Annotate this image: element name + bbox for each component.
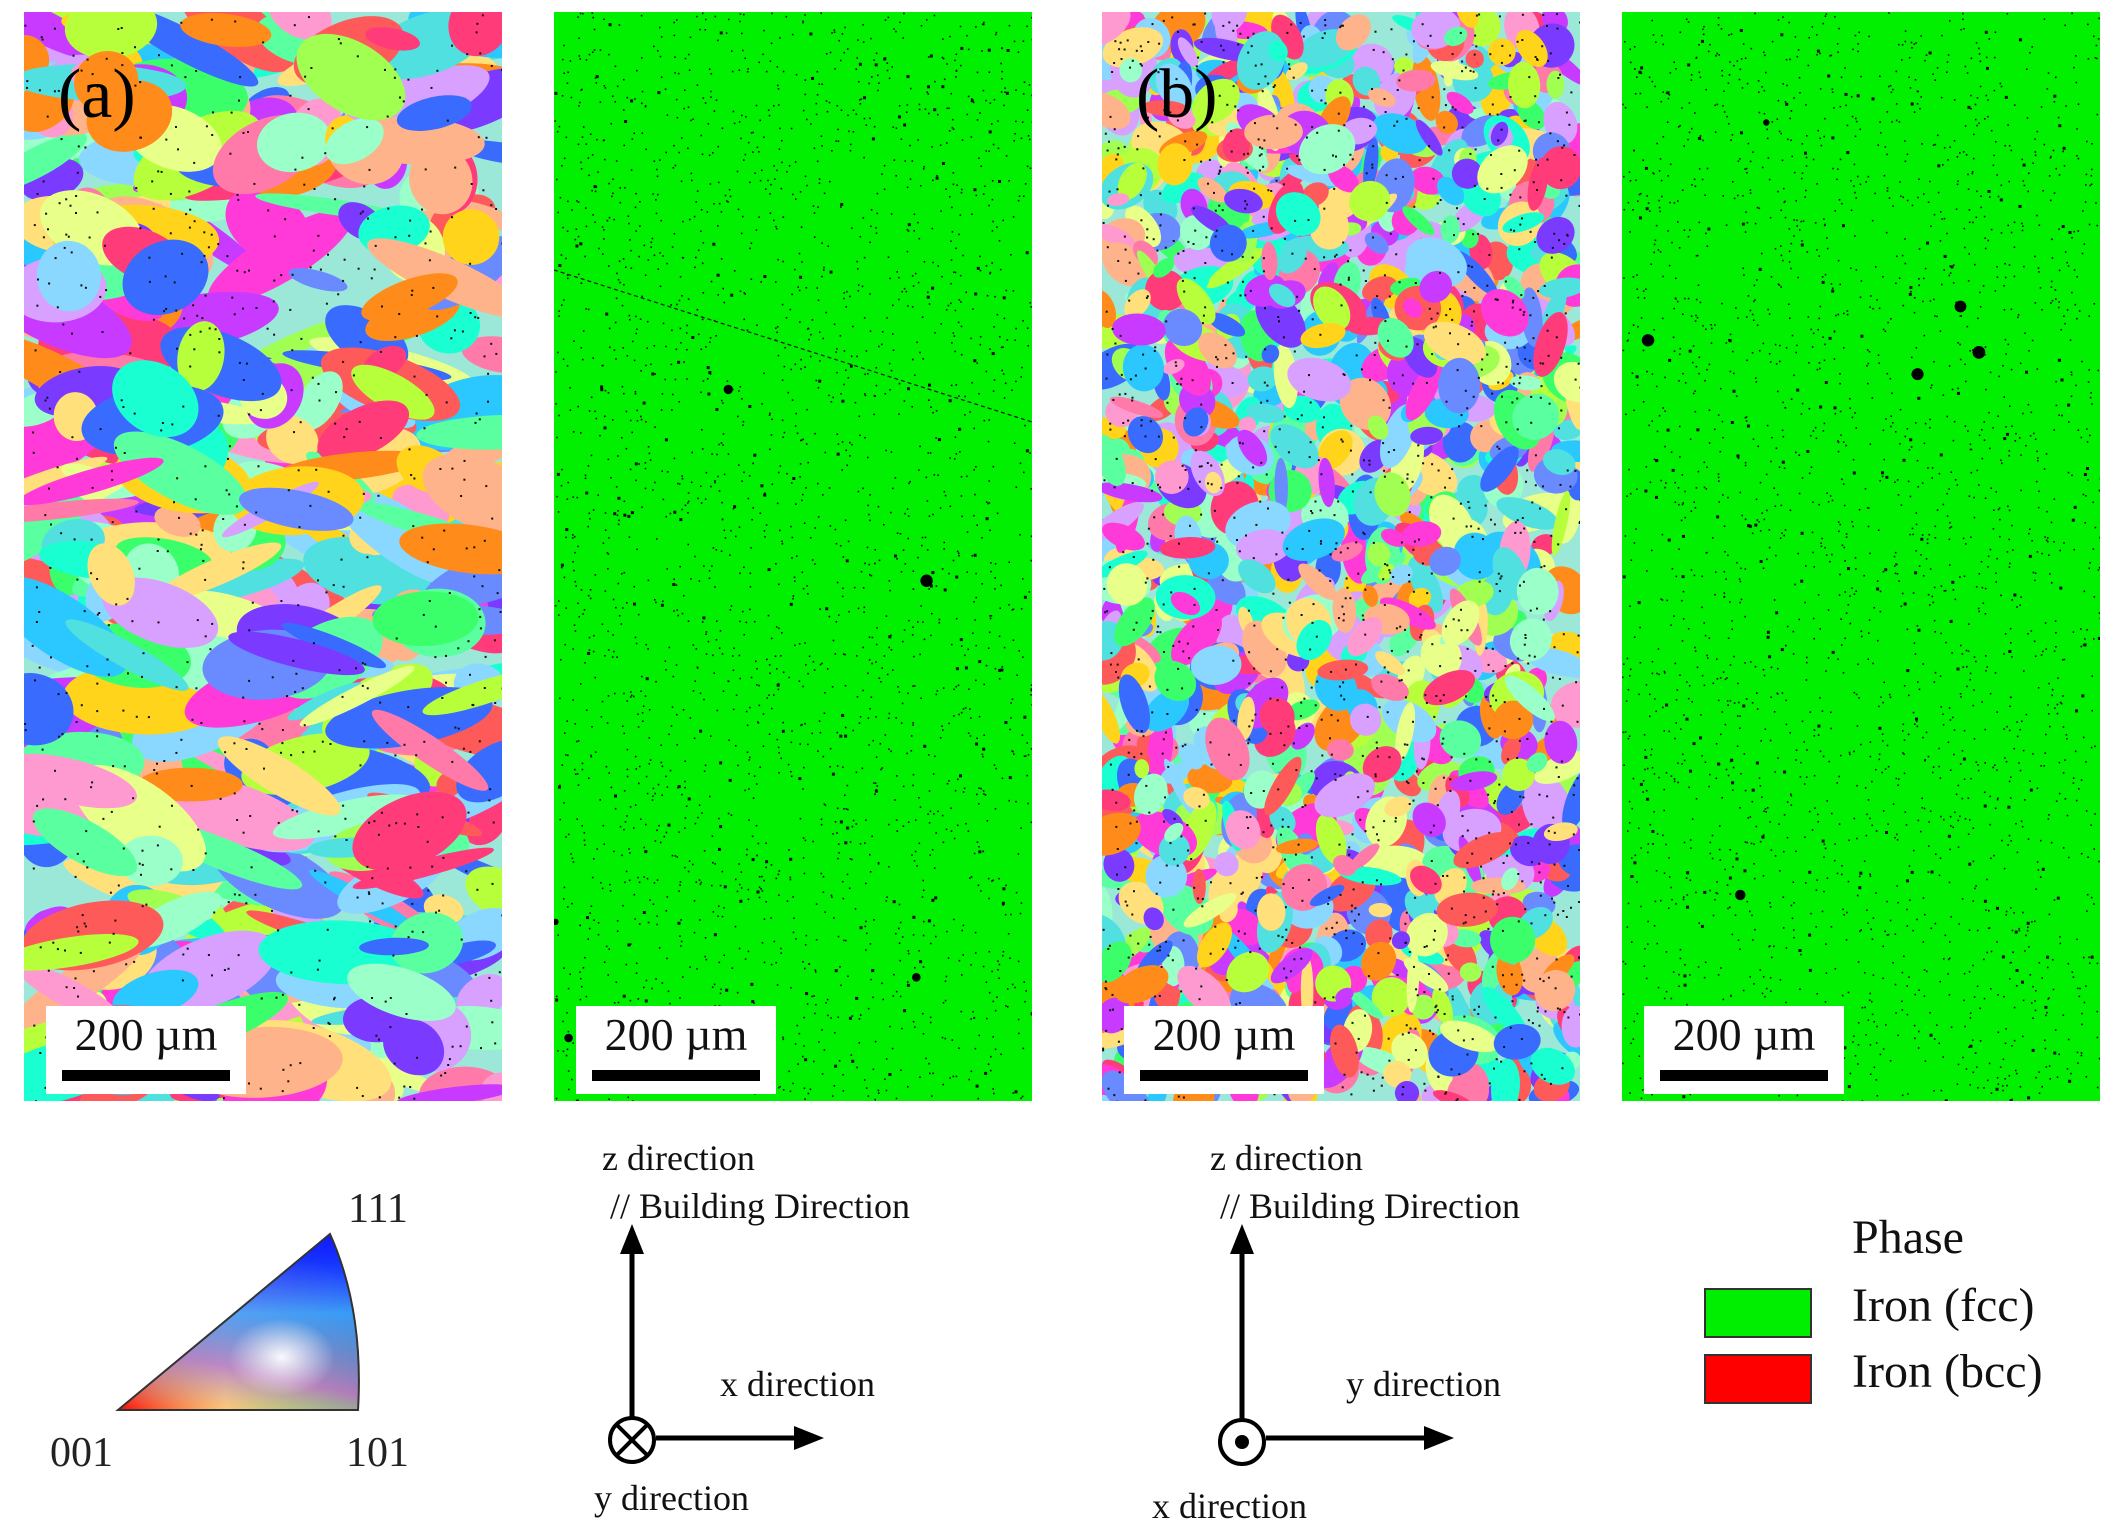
axis-label-right: y direction [1346, 1366, 1501, 1402]
panel-a-ipf-map: (a) 200 µm [24, 12, 502, 1101]
phase-map-a [554, 12, 1032, 1101]
axis-label-out: x direction [1152, 1488, 1307, 1524]
scale-bar-a-phase: 200 µm [576, 1006, 776, 1094]
scale-bar-label: 200 µm [46, 1012, 246, 1058]
axis-label-out: y direction [594, 1480, 749, 1516]
scale-bar-line [1140, 1070, 1308, 1081]
legend-title: Phase [1852, 1214, 1964, 1262]
phase-legend: Phase Iron (fcc) Iron (bcc) [1690, 1210, 2110, 1450]
legend-swatch-fcc [1704, 1288, 1812, 1338]
legend-label-bcc: Iron (bcc) [1852, 1348, 2043, 1396]
ipf-grain-map-a [24, 12, 502, 1101]
ipf-grain-map-b [1102, 12, 1580, 1101]
axis-label-up: z direction [602, 1140, 755, 1176]
panel-b-phase-map: 200 µm [1622, 12, 2100, 1101]
scale-bar-line [592, 1070, 760, 1081]
phase-map-b [1622, 12, 2100, 1101]
legend-label-fcc: Iron (fcc) [1852, 1282, 2035, 1330]
axis-label-right: x direction [720, 1366, 875, 1402]
ipf-color-key: 111 001 101 [40, 1180, 440, 1480]
axis-label-up: z direction [1210, 1140, 1363, 1176]
panel-a-phase-map: 200 µm [554, 12, 1032, 1101]
dot-icon [1235, 1435, 1249, 1449]
axis-label-up-sub: // Building Direction [610, 1188, 910, 1224]
ipf-label-001: 001 [50, 1432, 113, 1474]
axis-label-up-sub: // Building Direction [1220, 1188, 1520, 1224]
panel-label-b: (b) [1136, 60, 1218, 130]
ipf-label-101: 101 [346, 1432, 409, 1474]
scale-bar-label: 200 µm [576, 1012, 776, 1058]
axes-diagram-b: z direction // Building Direction y dire… [1170, 1130, 1590, 1530]
panel-b-ipf-map: (b) 200 µm [1102, 12, 1580, 1101]
scale-bar-a-ipf: 200 µm [46, 1006, 246, 1094]
scale-bar-label: 200 µm [1644, 1012, 1844, 1058]
scale-bar-label: 200 µm [1124, 1012, 1324, 1058]
scale-bar-b-phase: 200 µm [1644, 1006, 1844, 1094]
scale-bar-line [62, 1070, 230, 1081]
scale-bar-line [1660, 1070, 1828, 1081]
axes-diagram-a: z direction // Building Direction x dire… [560, 1130, 980, 1530]
panel-label-a: (a) [58, 60, 136, 130]
ipf-label-111: 111 [348, 1188, 408, 1230]
scale-bar-b-ipf: 200 µm [1124, 1006, 1324, 1094]
legend-swatch-bcc [1704, 1354, 1812, 1404]
